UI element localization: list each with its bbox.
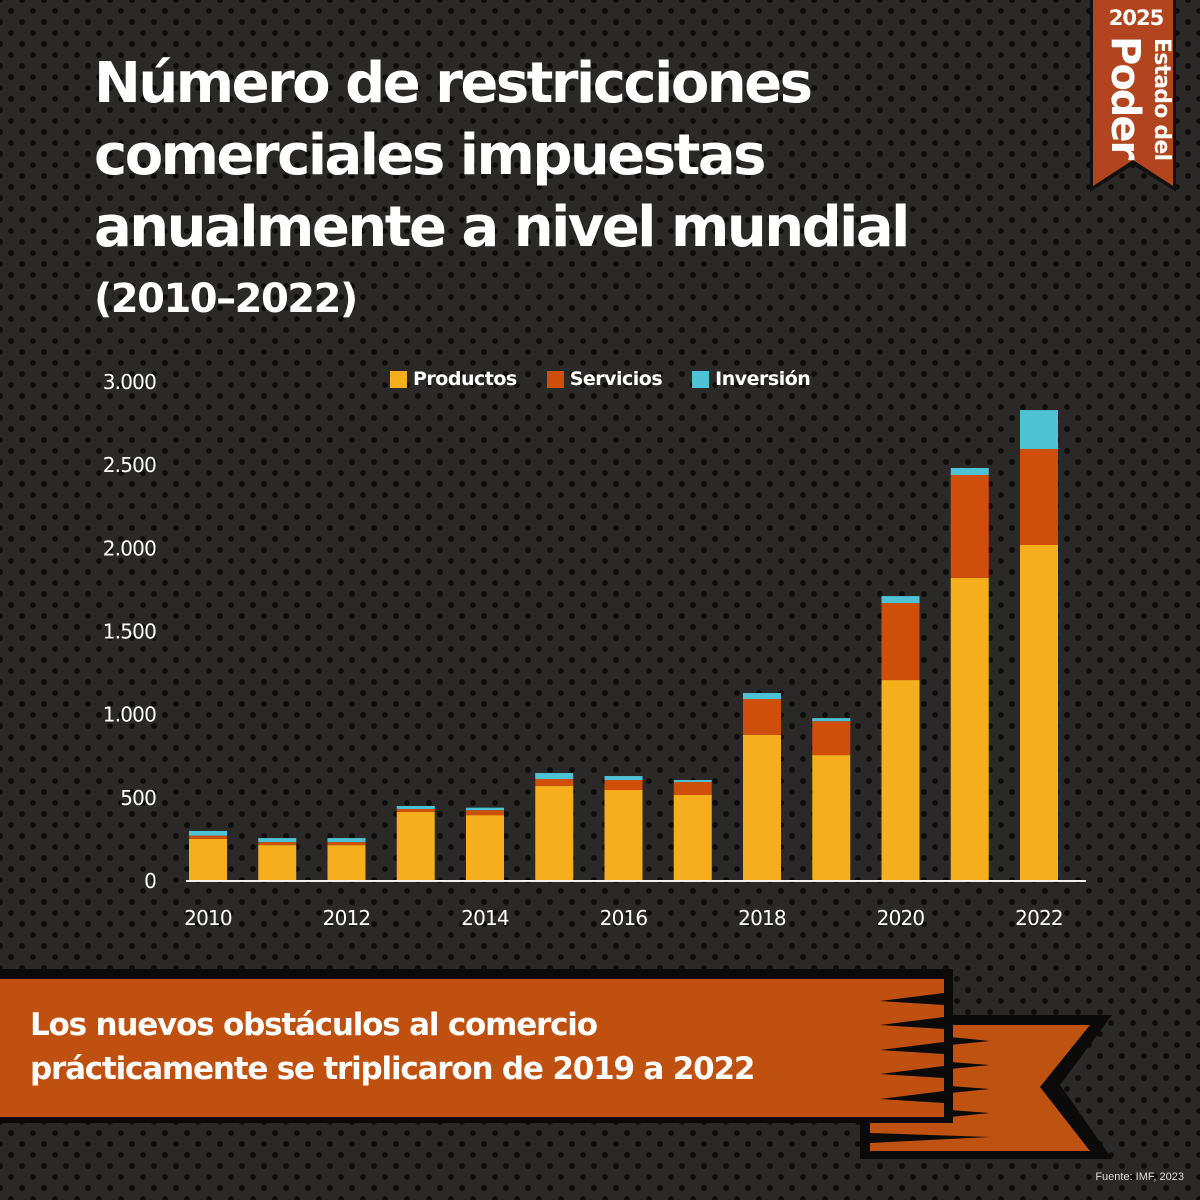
bar-group-2021 — [950, 467, 989, 880]
x-tick-label: 2022 — [1015, 906, 1063, 930]
banner-text: Los nuevos obstáculos al comercio prácti… — [30, 1003, 755, 1091]
bar-servicios-2018 — [743, 699, 781, 735]
bar-inversion-2015 — [535, 773, 574, 780]
y-tick-label: 0 — [144, 869, 156, 893]
bar-productos-2014 — [466, 815, 504, 880]
bar-inversion-2019 — [812, 718, 851, 722]
bar-productos-2015 — [535, 786, 574, 880]
y-tick-label: 500 — [120, 786, 156, 810]
bar-servicios-2019 — [812, 721, 851, 756]
chart-title: Número de restricciones comerciales impu… — [94, 51, 910, 260]
legend: Productos Servicios Inversión — [390, 368, 811, 390]
legend-item-inversion: Inversión — [692, 368, 811, 390]
banner-line2: prácticamente se triplicaron de 2019 a 2… — [30, 1051, 755, 1087]
x-tick-label: 2020 — [877, 906, 925, 930]
bar-productos-2020 — [881, 680, 920, 880]
bar-inversion-2018 — [743, 693, 781, 700]
bar-productos-2019 — [812, 755, 851, 880]
bar-inversion-2013 — [396, 805, 435, 809]
bar-group-2018 — [743, 693, 781, 880]
y-axis-ticks: 0 500 1.000 1.500 2.000 2.500 3.000 — [103, 370, 157, 893]
y-tick-label: 2.000 — [103, 536, 156, 560]
bar-group-2013 — [396, 805, 435, 880]
bar-productos-2012 — [327, 845, 366, 880]
banner-spikes — [870, 993, 990, 1143]
legend-item-servicios: Servicios — [546, 368, 663, 390]
badge-year: 2025 — [1108, 6, 1164, 30]
bar-inversion-2016 — [604, 776, 643, 781]
y-tick-label: 1.500 — [103, 620, 156, 644]
banner — [0, 969, 1112, 1159]
bar-inversion-2017 — [673, 780, 712, 783]
bar-group-2017 — [673, 780, 712, 880]
bar-group-2022 — [1020, 410, 1058, 880]
bar-inversion-2021 — [950, 467, 989, 475]
legend-swatch-inversion — [692, 370, 710, 388]
bar-group-2010 — [189, 830, 227, 880]
ribbon-badge-fill — [1093, 0, 1173, 186]
bar-inversion-2020 — [881, 596, 920, 604]
x-tick-label: 2018 — [738, 906, 786, 930]
bar-servicios-2011 — [258, 842, 297, 846]
bar-group-2015 — [535, 773, 574, 880]
bar-servicios-2021 — [950, 474, 989, 578]
bar-inversion-2012 — [327, 838, 366, 843]
chart-subtitle: (2010–2022) — [94, 276, 358, 322]
bar-productos-2010 — [189, 838, 227, 880]
bar-productos-2018 — [743, 734, 781, 880]
bar-productos-2021 — [950, 577, 989, 880]
bar-group-2019 — [812, 718, 851, 880]
bar-servicios-2014 — [466, 810, 504, 816]
bar-group-2016 — [604, 776, 643, 880]
bar-servicios-2022 — [1020, 449, 1058, 546]
bar-group-2012 — [327, 838, 366, 880]
bar-servicios-2015 — [535, 779, 574, 787]
x-tick-label: 2010 — [184, 906, 232, 930]
bar-productos-2013 — [396, 811, 435, 880]
legend-swatch-servicios — [546, 370, 564, 388]
bar-servicios-2020 — [881, 603, 920, 681]
bar-servicios-2017 — [673, 782, 712, 796]
bar-group-2020 — [881, 596, 920, 880]
bar-inversion-2010 — [189, 830, 227, 836]
y-tick-label: 1.000 — [103, 703, 156, 727]
bar-servicios-2013 — [396, 808, 435, 812]
legend-item-productos: Productos — [390, 368, 517, 390]
bar-group-2014 — [466, 807, 504, 880]
bar-servicios-2010 — [189, 835, 227, 839]
bar-productos-2016 — [604, 790, 643, 880]
source-note: Fuente: IMF, 2023 — [1095, 1171, 1184, 1183]
x-axis-ticks: 2010 2012 2014 2016 2018 2020 2022 — [184, 906, 1064, 930]
bar-inversion-2014 — [466, 807, 504, 811]
x-tick-label: 2016 — [600, 906, 648, 930]
bar-productos-2017 — [673, 795, 712, 880]
bar-inversion-2022 — [1020, 410, 1058, 450]
bar-servicios-2016 — [604, 780, 643, 791]
bars — [189, 410, 1058, 880]
bar-servicios-2012 — [327, 842, 366, 846]
banner-line1: Los nuevos obstáculos al comercio — [30, 1007, 598, 1043]
banner-front — [0, 979, 944, 1117]
legend-label-inversion: Inversión — [715, 368, 811, 390]
y-tick-label: 2.500 — [103, 453, 156, 477]
bar-group-2011 — [258, 838, 297, 880]
bar-productos-2022 — [1020, 545, 1058, 880]
x-tick-label: 2014 — [461, 906, 509, 930]
legend-swatch-productos — [390, 370, 407, 388]
ribbon-badge — [1090, 0, 1176, 192]
badge-text: 2025 Estado del Poder — [1096, 6, 1176, 160]
legend-label-productos: Productos — [413, 368, 517, 390]
y-tick-label: 3.000 — [103, 370, 156, 394]
x-tick-label: 2012 — [323, 906, 371, 930]
bar-inversion-2011 — [258, 838, 297, 843]
legend-label-servicios: Servicios — [569, 368, 663, 390]
bar-productos-2011 — [258, 845, 297, 880]
